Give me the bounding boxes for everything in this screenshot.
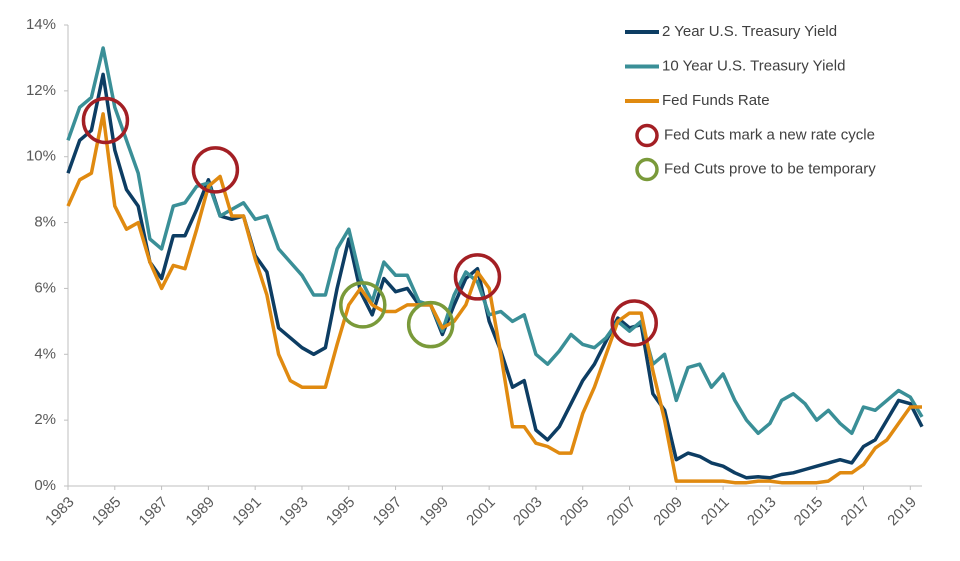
legend-label: Fed Cuts prove to be temporary bbox=[664, 160, 876, 177]
x-tick-label: 2009 bbox=[650, 494, 686, 530]
series-line bbox=[66, 112, 922, 485]
legend-label: 2 Year U.S. Treasury Yield bbox=[662, 23, 837, 40]
x-tick-label: 1983 bbox=[42, 494, 78, 530]
x-tick-label: 1987 bbox=[136, 494, 172, 530]
x-tick-label: 2013 bbox=[744, 494, 780, 530]
y-tick-label: 4% bbox=[34, 345, 56, 362]
legend-swatch bbox=[635, 123, 659, 148]
legend-label: Fed Cuts mark a new rate cycle bbox=[664, 126, 875, 143]
cut-marker bbox=[406, 300, 455, 349]
y-tick-label: 10% bbox=[26, 148, 56, 165]
cut-marker bbox=[453, 253, 502, 301]
x-tick-label: 1995 bbox=[323, 494, 359, 530]
y-tick-label: 12% bbox=[26, 82, 56, 99]
cut-marker bbox=[610, 299, 658, 347]
x-tick-label: 2019 bbox=[884, 494, 920, 530]
x-tick-label: 1985 bbox=[89, 494, 125, 530]
x-tick-label: 2007 bbox=[604, 494, 640, 530]
legend-swatch bbox=[635, 157, 659, 182]
x-tick-label: 1997 bbox=[370, 494, 406, 530]
series-line bbox=[66, 46, 924, 436]
x-tick-label: 1991 bbox=[229, 494, 265, 530]
x-tick-label: 2017 bbox=[838, 494, 874, 530]
x-tick-label: 1989 bbox=[182, 494, 218, 530]
y-tick-label: 6% bbox=[34, 279, 56, 296]
x-tick-label: 2015 bbox=[791, 494, 827, 530]
x-tick-label: 2011 bbox=[698, 494, 733, 529]
legend-label: 10 Year U.S. Treasury Yield bbox=[662, 57, 845, 74]
y-tick-label: 14% bbox=[26, 16, 56, 33]
x-tick-label: 2001 bbox=[463, 494, 499, 530]
x-tick-label: 1999 bbox=[416, 494, 452, 530]
x-tick-label: 1993 bbox=[276, 494, 312, 530]
y-tick-label: 2% bbox=[34, 411, 56, 428]
cut-marker bbox=[339, 281, 387, 329]
x-tick-label: 2003 bbox=[510, 494, 546, 530]
x-tick-label: 2005 bbox=[557, 494, 593, 530]
cut-marker bbox=[81, 96, 130, 145]
legend-label: Fed Funds Rate bbox=[662, 92, 770, 109]
y-tick-label: 8% bbox=[34, 214, 56, 231]
cut-marker bbox=[191, 146, 240, 194]
y-tick-label: 0% bbox=[34, 477, 56, 494]
